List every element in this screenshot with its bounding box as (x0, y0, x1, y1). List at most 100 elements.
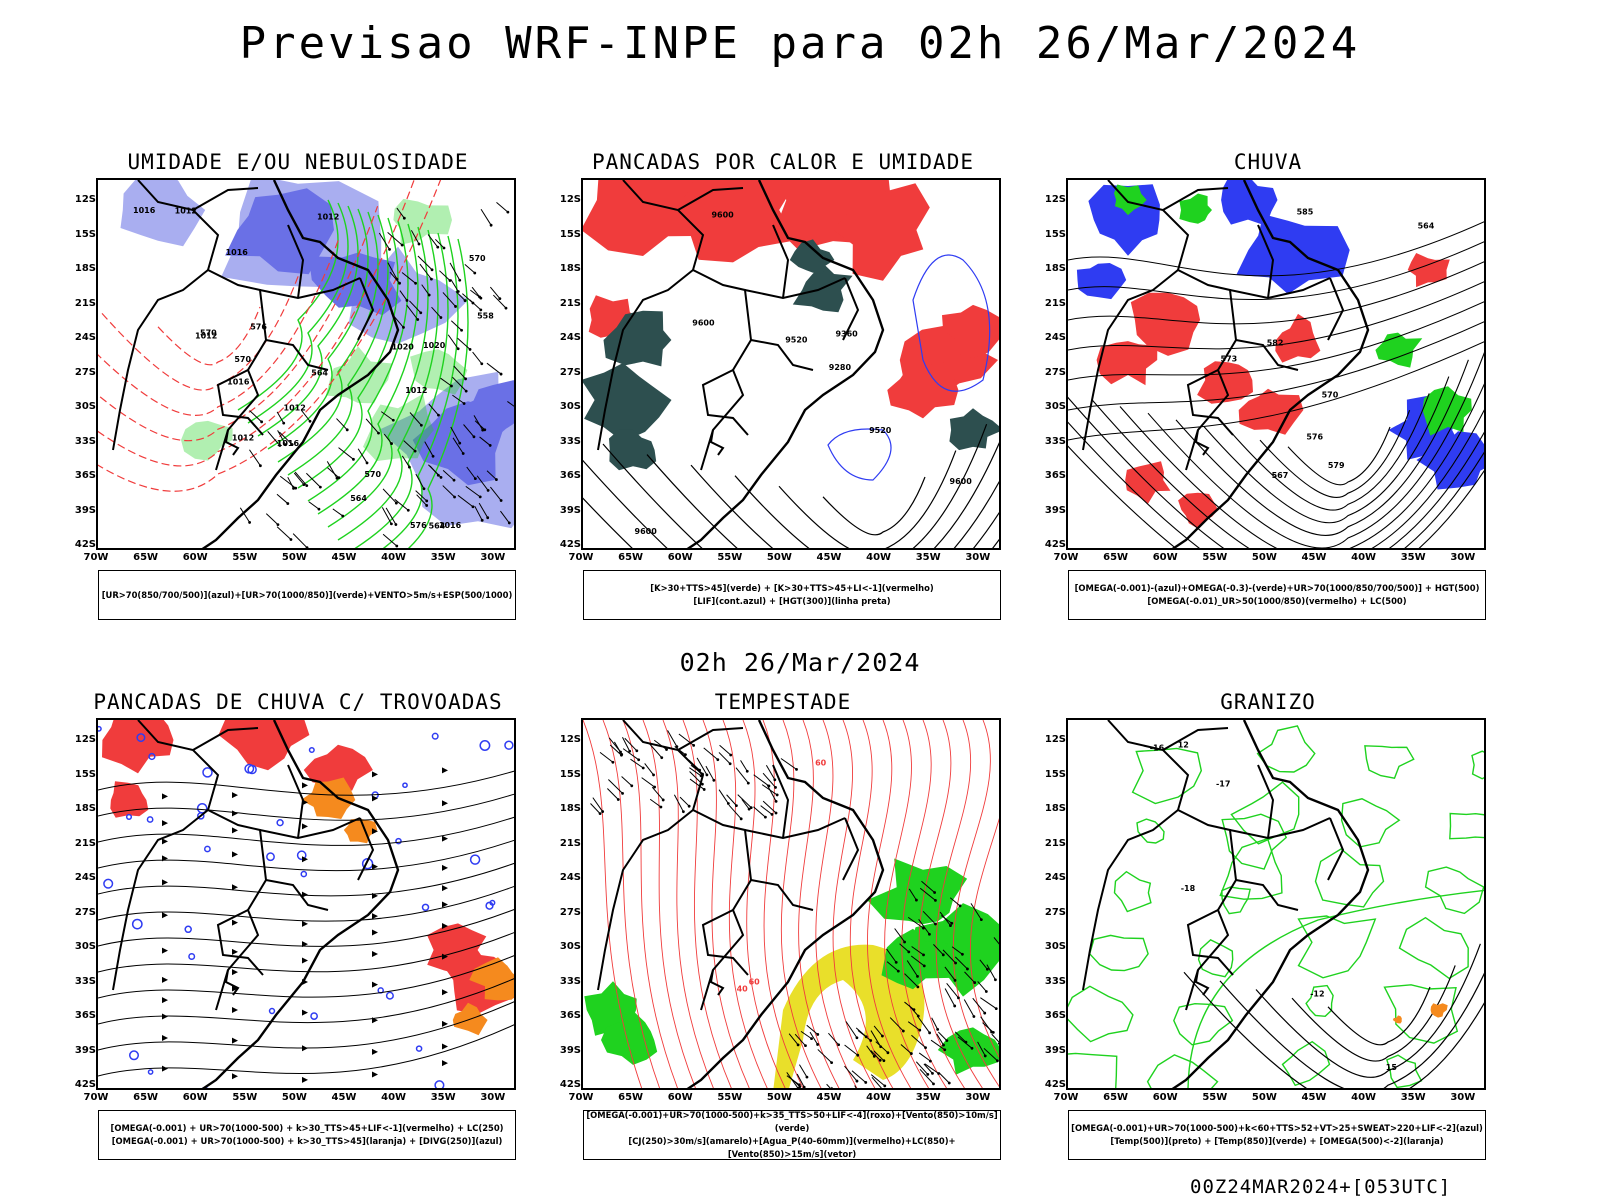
wind-vector-head (473, 477, 477, 481)
wind-vector (972, 997, 986, 1014)
divergence-contour (504, 740, 514, 750)
wind-vector (900, 1044, 912, 1054)
divergence-contour (431, 732, 439, 740)
contour-label: 1012 (284, 403, 306, 412)
wind-vector-head (729, 753, 733, 757)
country-border (259, 277, 361, 300)
wind-vector-head (936, 1027, 940, 1031)
wind-vector (1000, 1041, 1001, 1051)
wind-vector (479, 436, 491, 446)
contour-label: 582 (1267, 338, 1284, 347)
longitude-label: 35W (1400, 1092, 1426, 1103)
latitude-label: 42S (559, 1079, 581, 1090)
temp-500-contour (1219, 972, 1484, 1088)
wind-vector-head (937, 1072, 941, 1075)
wind-vector (886, 961, 899, 972)
contour-label: 12 (1178, 740, 1189, 749)
shaded-area (218, 720, 310, 771)
legend-line: [OMEGA(-0.001) + UR>70(1000-500) + k>30_… (111, 1136, 503, 1146)
wind-vector (760, 805, 773, 815)
wind-vector-head (912, 1008, 916, 1011)
divergence-contour (402, 782, 408, 789)
contour-label: 1012 (405, 386, 427, 395)
run-info-footer: 00Z24MAR2024+[053UTC] (1190, 1176, 1452, 1198)
humidity-contour (287, 214, 389, 476)
wind-vector (917, 1016, 931, 1034)
streamline-arrow (372, 1017, 378, 1024)
temp-850-contour (1297, 915, 1377, 979)
wind-vector-head (464, 377, 467, 381)
wind-vector (886, 948, 897, 963)
wind-vector-head (802, 1085, 806, 1088)
streamline-850 (780, 720, 822, 1088)
wind-vector (276, 493, 289, 504)
contour-label: 567 (1272, 471, 1289, 480)
wind-vector-head (966, 967, 969, 971)
wind-vector-head (345, 428, 349, 432)
humidity-contour (337, 229, 439, 541)
wind-vector (332, 508, 344, 517)
country-border (1082, 269, 1179, 451)
wind-vector-head (388, 247, 391, 251)
wind-vector (873, 1025, 883, 1037)
wind-vector (500, 510, 510, 524)
contour-label: 1016 (226, 248, 249, 257)
wind-vector-head (983, 1011, 987, 1015)
wind-vector-head (745, 769, 749, 773)
shaded-area (102, 720, 174, 774)
wind-vector-head (883, 1084, 887, 1088)
streamline-arrow (232, 969, 238, 976)
wind-vector-head (915, 898, 918, 902)
latitude-label: 33S (559, 435, 581, 447)
wind-vector (938, 1031, 948, 1041)
wind-vector-head (932, 1082, 935, 1086)
wind-vector-head (712, 778, 716, 782)
wind-vector-head (352, 457, 355, 461)
panel-title: UMIDADE E/OU NEBULOSIDADE (127, 150, 469, 174)
wind-vector (944, 966, 956, 981)
shaded-area (1130, 292, 1201, 356)
wind-vector-head (341, 514, 345, 518)
wind-vector-head (616, 798, 620, 801)
wind-vector (431, 306, 442, 318)
wind-vector-head (292, 486, 295, 490)
shaded-area (1096, 341, 1158, 386)
country-border (1186, 909, 1234, 976)
shaded-area (343, 818, 378, 844)
wind-vector-head (486, 488, 490, 492)
streamline-arrow (372, 1048, 378, 1055)
wind-vector-head (305, 484, 309, 487)
wind-vector-head (947, 1081, 951, 1085)
temp-500-contour (1291, 965, 1456, 1062)
wind-vector (382, 533, 398, 547)
longitude-label: 55W (717, 552, 743, 563)
wind-vector-head (942, 1043, 945, 1047)
shaded-area (1179, 193, 1212, 224)
wind-vector (450, 320, 462, 331)
wind-vector-head (439, 316, 443, 319)
divergence-contour (479, 740, 491, 751)
wind-vector (737, 794, 752, 808)
wind-vector (735, 767, 749, 784)
country-border (597, 269, 694, 451)
latitude-label: 39S (74, 1044, 96, 1056)
streamline-850 (935, 720, 983, 1088)
humidity-contour (297, 217, 399, 489)
temp-850-contour (1383, 984, 1459, 1044)
wind-vector-head (499, 499, 503, 502)
streamline-arrow (302, 920, 308, 927)
wind-vector (394, 498, 409, 511)
wind-vector (409, 300, 422, 314)
wind-vector-head (506, 210, 510, 214)
longitude-label: 65W (133, 1092, 159, 1103)
wind-vector-head (453, 495, 456, 499)
streamline-arrow (302, 782, 308, 789)
wind-vector-head (931, 1071, 934, 1075)
wind-vector-head (498, 297, 502, 301)
shaded-area (1197, 361, 1253, 404)
wind-vector-head (881, 1088, 884, 1090)
height-contour (1091, 399, 1484, 548)
wind-vector (954, 956, 968, 970)
wind-vector (455, 291, 466, 301)
streamline-arrow (302, 1076, 308, 1083)
